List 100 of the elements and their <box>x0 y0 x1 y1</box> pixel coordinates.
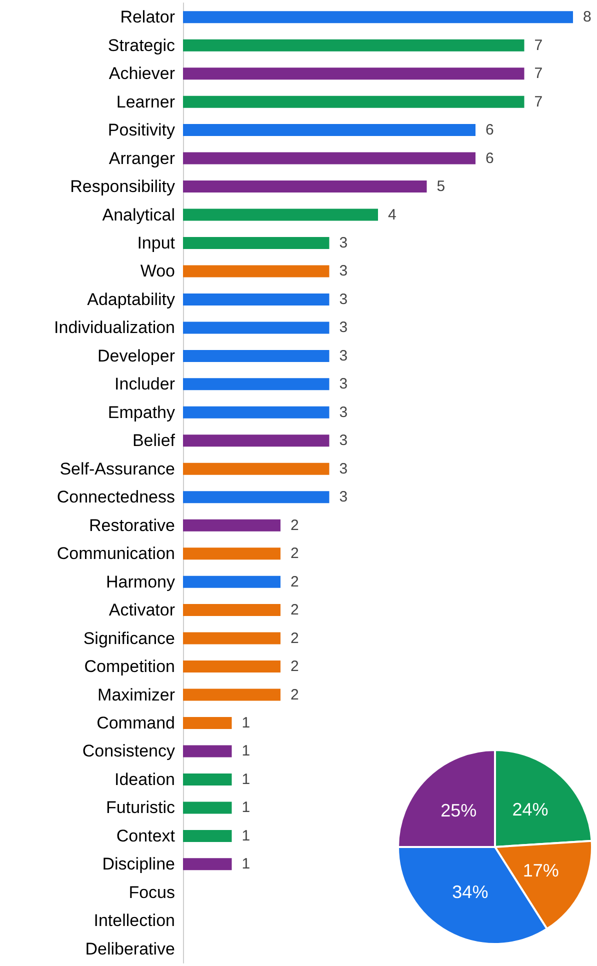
data-label: 17% <box>522 860 559 880</box>
y-tick-label: Analytical <box>102 205 175 224</box>
y-tick-label: Empathy <box>108 402 176 422</box>
y-tick-label: Developer <box>98 346 176 366</box>
bar <box>183 491 330 504</box>
data-label: 6 <box>486 150 494 167</box>
data-label: 1 <box>242 770 250 788</box>
y-tick-label: Achiever <box>108 64 176 84</box>
data-label: 24% <box>512 799 548 820</box>
data-label: 34% <box>452 882 488 902</box>
data-label: 2 <box>290 602 299 619</box>
y-tick-label: Input <box>137 234 176 252</box>
bar <box>183 745 232 758</box>
data-label: 3 <box>339 432 348 450</box>
bar <box>183 462 330 475</box>
data-label: 2 <box>290 686 299 704</box>
y-tick-label: Competition <box>84 657 175 676</box>
bar <box>183 350 330 362</box>
data-label: 1 <box>242 827 250 844</box>
y-tick-label: Relator <box>120 8 176 27</box>
y-tick-label: Intellection <box>94 911 175 930</box>
data-label: 3 <box>339 347 348 364</box>
y-tick-label: Significance <box>83 628 175 648</box>
bar <box>183 152 476 164</box>
data-label: 1 <box>242 799 250 816</box>
y-tick-label: Restorative <box>89 516 175 535</box>
data-label: 1 <box>242 856 250 873</box>
y-tick-label: Maximizer <box>98 685 176 704</box>
bar <box>183 632 280 644</box>
bar <box>183 688 280 701</box>
bar <box>183 265 330 278</box>
data-label: 7 <box>534 36 543 54</box>
y-tick-label: Communication <box>56 544 175 564</box>
bar <box>183 576 280 588</box>
bar <box>183 293 330 306</box>
y-tick-label: Strategic <box>108 36 176 55</box>
bar <box>183 11 573 24</box>
y-tick-label: Arranger <box>108 148 176 168</box>
y-tick-label: Includer <box>114 374 176 394</box>
bar <box>183 434 330 447</box>
y-tick-label: Adaptability <box>87 290 176 309</box>
y-tick-label: Responsibility <box>70 177 176 196</box>
data-label: 3 <box>339 262 348 280</box>
bar <box>183 39 524 52</box>
y-tick-label: Individualization <box>54 318 175 338</box>
y-tick-label: Connectedness <box>56 488 175 507</box>
data-label: 2 <box>290 573 299 590</box>
data-label: 3 <box>339 290 348 308</box>
data-label: 3 <box>339 234 348 252</box>
bar <box>183 858 232 870</box>
y-tick-label: Harmony <box>106 572 176 592</box>
bar <box>183 237 330 249</box>
data-label: 25% <box>440 800 477 821</box>
data-label: 2 <box>290 630 299 647</box>
data-label: 2 <box>290 658 299 676</box>
y-tick-label: Belief <box>132 431 176 450</box>
bar <box>183 322 330 334</box>
y-tick-label: Self-Assurance <box>60 459 175 478</box>
bar <box>183 717 232 729</box>
bar <box>183 830 232 842</box>
bar <box>183 519 280 532</box>
data-label: 6 <box>486 122 494 139</box>
data-label: 4 <box>388 206 396 224</box>
y-tick-label: Woo <box>140 262 175 281</box>
y-tick-label: Activator <box>108 600 176 620</box>
bar <box>183 124 476 136</box>
bar <box>183 660 280 673</box>
y-tick-label: Positivity <box>108 120 176 140</box>
bar <box>183 604 280 616</box>
bar <box>183 96 524 108</box>
data-label: 7 <box>534 93 543 110</box>
y-tick-label: Learner <box>116 92 176 112</box>
data-label: 7 <box>534 65 543 82</box>
data-label: 1 <box>242 714 250 732</box>
data-label: 3 <box>339 319 348 336</box>
y-tick-label: Ideation <box>114 770 175 789</box>
bar <box>183 802 232 814</box>
y-tick-label: Focus <box>128 882 175 902</box>
y-tick-label: Consistency <box>82 742 176 761</box>
data-label: 3 <box>339 404 348 421</box>
y-tick-label: Futuristic <box>106 798 176 818</box>
bar <box>183 68 524 80</box>
bar <box>183 406 330 418</box>
data-label: 3 <box>339 460 348 478</box>
data-label: 8 <box>583 8 592 26</box>
y-tick-label: Deliberative <box>85 939 175 958</box>
data-label: 2 <box>290 545 299 562</box>
data-label: 3 <box>339 488 348 506</box>
y-tick-label: Context <box>116 826 176 846</box>
bar <box>183 773 232 786</box>
y-tick-label: Discipline <box>102 854 175 874</box>
bar <box>183 208 378 221</box>
bar <box>183 378 330 390</box>
bar <box>183 548 280 560</box>
data-label: 5 <box>436 178 446 196</box>
data-label: 3 <box>339 376 348 393</box>
bar <box>183 180 427 193</box>
data-label: 1 <box>242 742 250 760</box>
data-label: 2 <box>290 516 299 534</box>
y-tick-label: Command <box>96 714 175 732</box>
